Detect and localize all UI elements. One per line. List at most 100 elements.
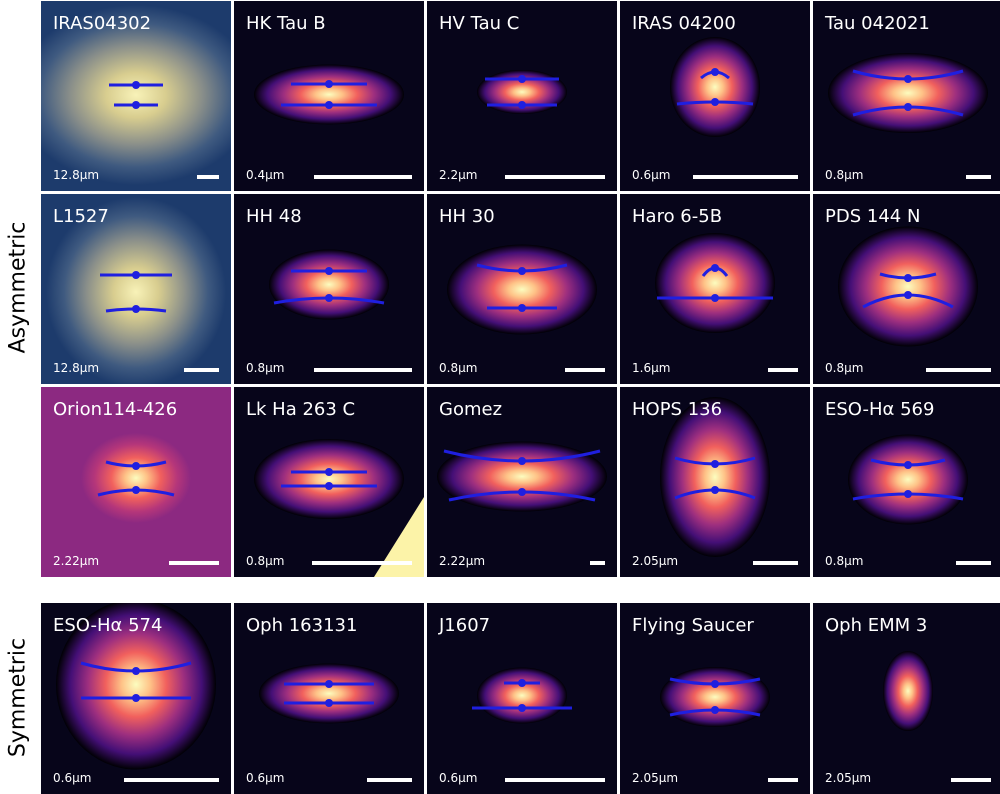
midplane-dot <box>325 267 333 275</box>
midplane-dot <box>711 264 719 272</box>
wavelength: 0.6μm <box>439 771 477 785</box>
midplane-dot <box>711 706 719 714</box>
scale-bar <box>768 778 798 782</box>
midplane-dot <box>325 699 333 707</box>
image-panel: HK Tau B 0.4μm <box>234 1 424 191</box>
image-panel: Haro 6-5B 1.6μm <box>620 194 810 384</box>
object-name: Gomez <box>439 399 502 420</box>
glow <box>437 441 607 512</box>
image-panel: IRAS04302 12.8μm <box>41 1 231 191</box>
wavelength: 0.6μm <box>632 168 670 182</box>
object-name: IRAS04302 <box>53 13 151 34</box>
object-name: ESO-Hα 569 <box>825 399 934 420</box>
midplane-dot <box>904 461 912 469</box>
midplane-dot <box>132 694 140 702</box>
scale-bar <box>124 778 219 782</box>
midplane-dot <box>518 679 526 687</box>
image-panel: Gomez 2.22μm <box>427 387 617 577</box>
glow <box>660 397 770 557</box>
wavelength: 2.05μm <box>632 554 678 568</box>
scale-bar <box>926 368 991 372</box>
midplane-dot <box>325 482 333 490</box>
scale-bar <box>505 175 605 179</box>
object-name: Orion114-426 <box>53 399 177 420</box>
image-panel: Oph EMM 3 2.05μm <box>813 603 1000 794</box>
wavelength: 0.8μm <box>246 361 284 375</box>
object-name: Flying Saucer <box>632 615 754 636</box>
glow <box>848 434 968 525</box>
wavelength: 2.05μm <box>632 771 678 785</box>
image-panel: ESO-Hα 569 0.8μm <box>813 387 1000 577</box>
scale-bar <box>169 561 219 565</box>
scale-bar <box>505 778 605 782</box>
object-name: L1527 <box>53 206 109 227</box>
glow <box>46 197 226 384</box>
scale-bar <box>565 368 605 372</box>
midplane-dot <box>711 294 719 302</box>
scale-bar <box>951 778 991 782</box>
object-name: Tau 042021 <box>824 13 930 34</box>
wavelength: 2.22μm <box>439 554 485 568</box>
object-name: J1607 <box>438 615 490 636</box>
wavelength: 0.6μm <box>53 771 91 785</box>
midplane-dot <box>518 101 526 109</box>
object-name: HOPS 136 <box>632 399 722 420</box>
wavelength: 0.4μm <box>246 168 284 182</box>
object-name: IRAS 04200 <box>632 13 736 34</box>
object-name: HH 48 <box>246 206 302 227</box>
glow <box>81 433 191 523</box>
object-name: Lk Ha 263 C <box>246 399 355 420</box>
object-name: Oph 163131 <box>246 615 357 636</box>
scale-bar <box>590 561 605 565</box>
glow <box>269 249 389 320</box>
glow <box>670 37 760 137</box>
glow <box>56 603 216 770</box>
midplane-dot <box>711 460 719 468</box>
glow <box>838 226 978 347</box>
image-panel: Oph 163131 0.6μm <box>234 603 424 794</box>
glow <box>447 244 597 335</box>
image-panel: PDS 144 N 0.8μm <box>813 194 1000 384</box>
midplane-dot <box>518 75 526 83</box>
scale-bar <box>314 175 412 179</box>
glow <box>477 667 567 724</box>
wavelength: 0.8μm <box>439 361 477 375</box>
glow <box>254 439 404 519</box>
glow <box>41 5 231 185</box>
image-panel: ESO-Hα 574 0.6μm <box>41 603 231 794</box>
midplane-dot <box>132 667 140 675</box>
midplane-dot <box>711 68 719 76</box>
midplane-dot <box>904 103 912 111</box>
midplane-dot <box>518 304 526 312</box>
midplane-dot <box>904 274 912 282</box>
midplane-dot <box>132 101 140 109</box>
image-panel: L1527 12.8μm <box>41 194 231 384</box>
midplane-dot <box>325 680 333 688</box>
midplane-dot <box>904 490 912 498</box>
wavelength: 0.6μm <box>246 771 284 785</box>
scale-bar <box>312 561 412 565</box>
midplane-dot <box>325 101 333 109</box>
bright-corner <box>374 497 424 577</box>
wavelength: 12.8μm <box>53 168 99 182</box>
wavelength: 2.05μm <box>825 771 871 785</box>
midplane-dot <box>711 680 719 688</box>
scale-bar <box>314 368 412 372</box>
glow <box>883 651 933 731</box>
object-name: ESO-Hα 574 <box>53 615 162 636</box>
midplane-dot <box>132 305 140 313</box>
wavelength: 2.22μm <box>53 554 99 568</box>
midplane-dot <box>904 291 912 299</box>
object-name: Haro 6-5B <box>632 206 722 227</box>
wavelength: 12.8μm <box>53 361 99 375</box>
scale-bar <box>966 175 991 179</box>
midplane-dot <box>132 81 140 89</box>
glow <box>660 667 770 727</box>
scale-bar <box>693 175 798 179</box>
wavelength: 0.8μm <box>825 361 863 375</box>
image-panel: Tau 042021 0.8μm <box>813 1 1000 191</box>
scale-bar <box>367 778 412 782</box>
scale-bar <box>184 368 219 372</box>
group-label: Symmetric <box>5 637 31 758</box>
object-name: PDS 144 N <box>825 206 920 227</box>
